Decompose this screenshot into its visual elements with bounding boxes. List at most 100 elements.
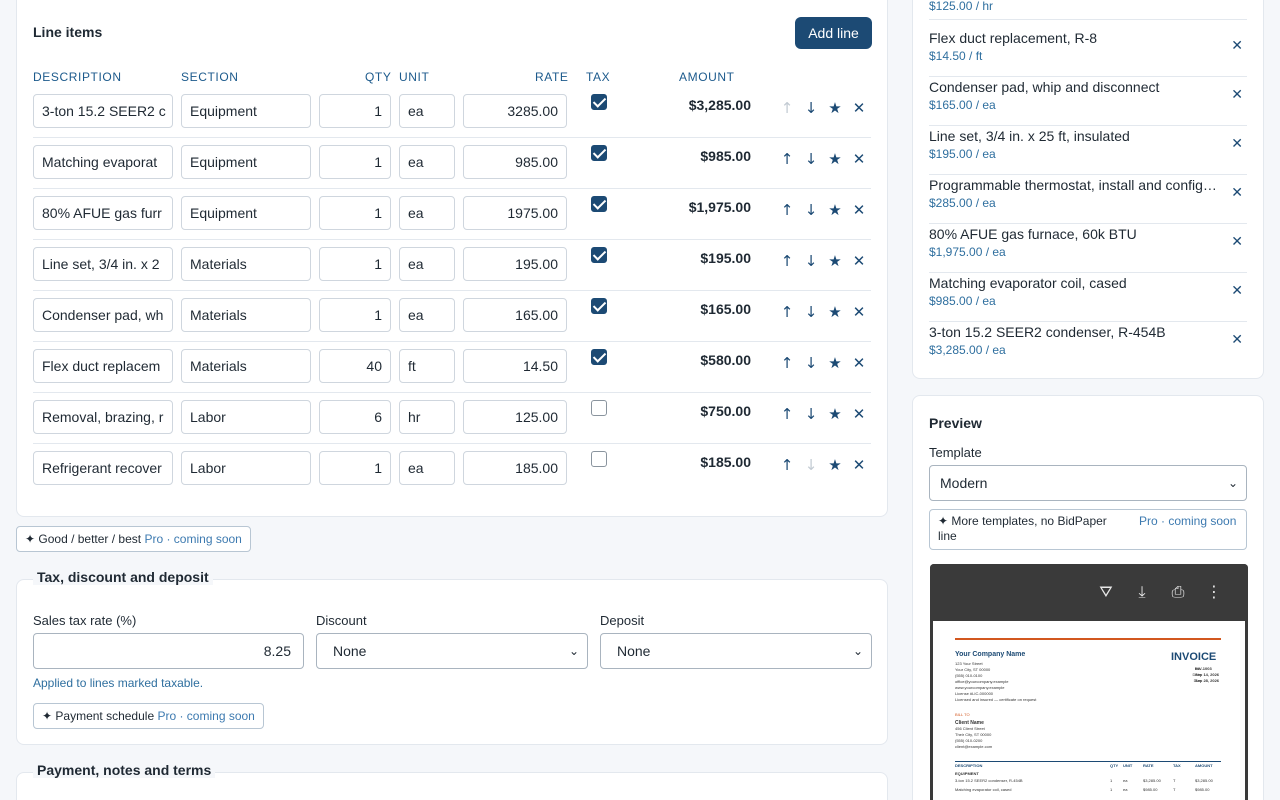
- description-field[interactable]: Refrigerant recover: [33, 451, 173, 485]
- add-drive-icon[interactable]: ⛛: [1099, 582, 1113, 601]
- description-field[interactable]: 3-ton 15.2 SEER2 c: [33, 94, 173, 128]
- description-field[interactable]: Line set, 3/4 in. x 2: [33, 247, 173, 281]
- arrow-down-icon[interactable]: ↓: [804, 354, 818, 372]
- saved-item[interactable]: Condenser pad, whip and disconnect $165.0…: [929, 77, 1247, 126]
- print-icon[interactable]: ⎙: [1171, 582, 1185, 601]
- section-field[interactable]: Equipment: [181, 196, 311, 230]
- rate-field[interactable]: 1975.00: [463, 196, 567, 230]
- section-field[interactable]: Equipment: [181, 94, 311, 128]
- arrow-down-icon[interactable]: ↓: [804, 99, 818, 117]
- rate-field[interactable]: 185.00: [463, 451, 567, 485]
- description-field[interactable]: 80% AFUE gas furr: [33, 196, 173, 230]
- pdf-preview[interactable]: ⛛ ⤓ ⎙ ⋮ Your Company Name 123 Your Stree…: [930, 564, 1248, 800]
- arrow-up-icon[interactable]: ↑: [780, 252, 794, 270]
- arrow-up-icon[interactable]: ↑: [780, 456, 794, 474]
- arrow-up-icon[interactable]: ↑: [780, 354, 794, 372]
- download-icon[interactable]: ⤓: [1138, 582, 1146, 601]
- tax-checkbox[interactable]: [591, 298, 607, 314]
- section-field[interactable]: Materials: [181, 349, 311, 383]
- close-icon[interactable]: ✕: [1231, 185, 1243, 201]
- close-icon[interactable]: ✕: [852, 354, 866, 372]
- close-icon[interactable]: ✕: [852, 456, 866, 474]
- close-icon[interactable]: ✕: [852, 99, 866, 117]
- close-icon[interactable]: ✕: [852, 201, 866, 219]
- arrow-up-icon[interactable]: ↑: [780, 201, 794, 219]
- close-icon[interactable]: ✕: [1231, 38, 1243, 54]
- close-icon[interactable]: ✕: [852, 405, 866, 423]
- qty-field[interactable]: 1: [319, 451, 391, 485]
- arrow-down-icon[interactable]: ↓: [804, 252, 818, 270]
- close-icon[interactable]: ✕: [852, 150, 866, 168]
- payment-schedule-chip[interactable]: ✦ Payment schedule Pro · coming soon: [33, 703, 264, 729]
- more-templates-chip[interactable]: ✦ More templates, no BidPaper line Pro ·…: [929, 509, 1247, 550]
- template-select[interactable]: Modern ⌄: [929, 465, 1247, 501]
- close-icon[interactable]: ✕: [852, 303, 866, 321]
- unit-field[interactable]: ea: [399, 94, 455, 128]
- description-field[interactable]: Matching evaporat: [33, 145, 173, 179]
- description-field[interactable]: Condenser pad, wh: [33, 298, 173, 332]
- section-field[interactable]: Equipment: [181, 145, 311, 179]
- star-icon[interactable]: ★: [828, 99, 842, 117]
- section-field[interactable]: Materials: [181, 298, 311, 332]
- star-icon[interactable]: ★: [828, 456, 842, 474]
- unit-field[interactable]: ft: [399, 349, 455, 383]
- arrow-down-icon[interactable]: ↓: [804, 456, 818, 474]
- qty-field[interactable]: 40: [319, 349, 391, 383]
- discount-select[interactable]: None ⌄: [316, 633, 588, 669]
- description-field[interactable]: Removal, brazing, r: [33, 400, 173, 434]
- qty-field[interactable]: 1: [319, 196, 391, 230]
- close-icon[interactable]: ✕: [1231, 234, 1243, 250]
- tax-checkbox[interactable]: [591, 94, 607, 110]
- star-icon[interactable]: ★: [828, 303, 842, 321]
- deposit-select[interactable]: None ⌄: [600, 633, 872, 669]
- rate-field[interactable]: 3285.00: [463, 94, 567, 128]
- arrow-down-icon[interactable]: ↓: [804, 303, 818, 321]
- star-icon[interactable]: ★: [828, 354, 842, 372]
- saved-item[interactable]: Matching evaporator coil, cased $985.00 /…: [929, 273, 1247, 322]
- saved-item[interactable]: Line set, 3/4 in. x 25 ft, insulated $195…: [929, 126, 1247, 175]
- unit-field[interactable]: ea: [399, 451, 455, 485]
- section-field[interactable]: Materials: [181, 247, 311, 281]
- star-icon[interactable]: ★: [828, 252, 842, 270]
- unit-field[interactable]: ea: [399, 145, 455, 179]
- rate-field[interactable]: 125.00: [463, 400, 567, 434]
- tax-checkbox[interactable]: [591, 145, 607, 161]
- section-field[interactable]: Labor: [181, 451, 311, 485]
- rate-field[interactable]: 195.00: [463, 247, 567, 281]
- arrow-up-icon[interactable]: ↑: [780, 303, 794, 321]
- saved-item[interactable]: 3-ton 15.2 SEER2 condenser, R-454B $3,285…: [929, 322, 1247, 371]
- arrow-up-icon[interactable]: ↑: [780, 150, 794, 168]
- star-icon[interactable]: ★: [828, 201, 842, 219]
- arrow-down-icon[interactable]: ↓: [804, 405, 818, 423]
- saved-item[interactable]: Programmable thermostat, install and con…: [929, 175, 1247, 224]
- close-icon[interactable]: ✕: [852, 252, 866, 270]
- tax-checkbox[interactable]: [591, 247, 607, 263]
- qty-field[interactable]: 6: [319, 400, 391, 434]
- tax-checkbox[interactable]: [591, 196, 607, 212]
- unit-field[interactable]: ea: [399, 298, 455, 332]
- description-field[interactable]: Flex duct replacem: [33, 349, 173, 383]
- tax-checkbox[interactable]: [591, 400, 607, 416]
- rate-field[interactable]: 14.50: [463, 349, 567, 383]
- qty-field[interactable]: 1: [319, 145, 391, 179]
- close-icon[interactable]: ✕: [1231, 87, 1243, 103]
- saved-item[interactable]: 80% AFUE gas furnace, 60k BTU $1,975.00 /…: [929, 224, 1247, 273]
- close-icon[interactable]: ✕: [1231, 136, 1243, 152]
- qty-field[interactable]: 1: [319, 298, 391, 332]
- saved-item[interactable]: Flex duct replacement, R-8 $14.50 / ft ✕: [929, 28, 1247, 77]
- rate-field[interactable]: 165.00: [463, 298, 567, 332]
- good-better-best-chip[interactable]: ✦ Good / better / best Pro · coming soon: [16, 526, 251, 552]
- rate-field[interactable]: 985.00: [463, 145, 567, 179]
- unit-field[interactable]: hr: [399, 400, 455, 434]
- arrow-up-icon[interactable]: ↑: [780, 405, 794, 423]
- tax-checkbox[interactable]: [591, 349, 607, 365]
- arrow-down-icon[interactable]: ↓: [804, 150, 818, 168]
- qty-field[interactable]: 1: [319, 247, 391, 281]
- star-icon[interactable]: ★: [828, 405, 842, 423]
- arrow-up-icon[interactable]: ↑: [780, 99, 794, 117]
- qty-field[interactable]: 1: [319, 94, 391, 128]
- unit-field[interactable]: ea: [399, 247, 455, 281]
- sales-tax-input[interactable]: 8.25: [33, 633, 304, 669]
- unit-field[interactable]: ea: [399, 196, 455, 230]
- close-icon[interactable]: ✕: [1231, 283, 1243, 299]
